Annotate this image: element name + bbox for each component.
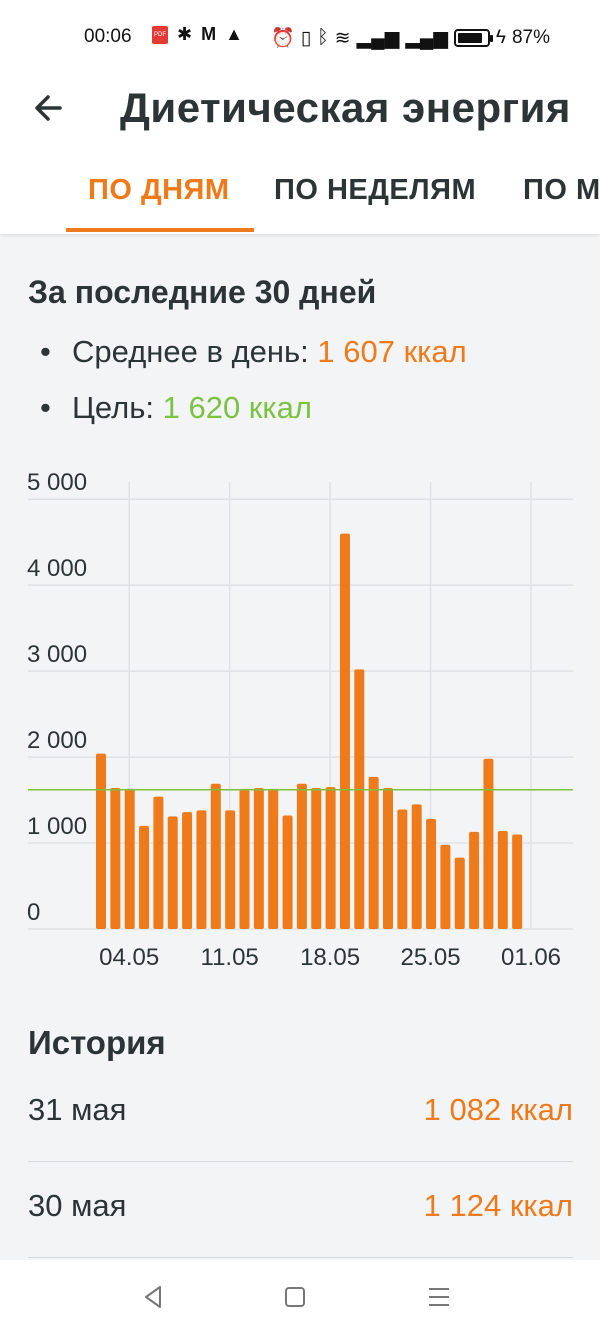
x-tick-label: 11.05 [201, 944, 259, 971]
goal-value: 1 620 ккал [162, 390, 312, 425]
y-tick-label: 4 000 [27, 555, 87, 582]
x-tick-label: 04.05 [99, 944, 159, 971]
history-value: 1 124 ккал [423, 1188, 573, 1223]
bar [454, 857, 465, 929]
y-tick-label: 1 000 [27, 813, 87, 840]
pdf-icon: PDF [152, 25, 168, 44]
tab-by-days[interactable]: ПО ДНЯМ [88, 174, 230, 206]
bar [368, 776, 379, 929]
bar [196, 810, 207, 929]
y-tick-label: 5 000 [27, 470, 87, 496]
daily-energy-chart: 0 1 000 2 000 3 000 4 000 5 000 04.05 11.05 18.0… [27, 470, 573, 971]
vibrate-icon: ▯ [300, 27, 312, 49]
signal-roaming-icon: ▂▄▆ [405, 27, 448, 49]
bar [139, 825, 150, 929]
bar [311, 788, 322, 929]
bullet: • [40, 334, 51, 369]
history-value: 1 082 ккал [423, 1092, 573, 1127]
history-title: История [28, 1024, 166, 1061]
bar [483, 758, 494, 929]
history-date: 31 мая [28, 1092, 127, 1127]
app-bar: Диетическая энергия ПО ДНЯМ ПО НЕДЕЛЯМ П… [0, 76, 600, 234]
bar [325, 787, 336, 929]
tab-by-months[interactable]: ПО МЕСЯЦАМ [523, 174, 600, 206]
bullet: • [40, 390, 51, 425]
active-tab-indicator [66, 228, 254, 232]
bar [397, 809, 408, 929]
history-date: 30 мая [28, 1188, 127, 1223]
wifi-icon: ≋ [334, 27, 351, 49]
tab-by-weeks[interactable]: ПО НЕДЕЛЯМ [274, 174, 477, 206]
history-row[interactable]: 31 мая 1 082 ккал [28, 1066, 573, 1162]
summary-goal: • Цель: 1 620 ккал [40, 390, 312, 426]
bar [426, 818, 437, 929]
x-tick-label: 01.06 [501, 944, 561, 971]
bar [354, 669, 365, 929]
bar [497, 831, 508, 929]
signal-icon: ▂▄▆ [356, 27, 400, 49]
warning-icon: ▲ [225, 24, 243, 44]
bar [282, 815, 293, 929]
bar [339, 533, 350, 929]
status-bar: 00:06 PDF ✱ M ▲ ⏰ ▯ ᛒ ≋ ▂▄▆ ▂▄▆ ϟ 87% [0, 0, 600, 76]
charging-icon: ϟ [495, 27, 506, 48]
bar [469, 831, 480, 929]
average-label: Среднее в день: [72, 334, 318, 369]
bar [296, 783, 307, 929]
status-time: 00:06 [84, 26, 132, 47]
bar [268, 788, 279, 929]
bluetooth-icon: ᛒ [317, 27, 329, 48]
home-square-icon[interactable] [280, 1282, 310, 1312]
bar [440, 844, 451, 929]
bar [411, 804, 422, 929]
bar [239, 788, 250, 929]
x-tick-label: 18.05 [300, 944, 360, 971]
status-icons: PDF ✱ M ▲ [152, 24, 243, 45]
bar [253, 788, 264, 929]
menu-lines-icon[interactable] [424, 1282, 454, 1312]
bar [225, 810, 236, 929]
bar [153, 796, 164, 929]
history-row[interactable]: 30 мая 1 124 ккал [28, 1162, 573, 1258]
y-tick-label: 0 [27, 899, 40, 926]
alarm-icon: ⏰ [271, 28, 295, 49]
y-tick-label: 3 000 [27, 641, 87, 668]
x-tick-label: 25.05 [401, 944, 461, 971]
y-tick-label: 2 000 [27, 727, 87, 754]
period-tabs: ПО ДНЯМ ПО НЕДЕЛЯМ ПО МЕСЯЦАМ [0, 168, 600, 234]
average-value: 1 607 ккал [317, 334, 467, 369]
status-right: ⏰ ▯ ᛒ ≋ ▂▄▆ ▂▄▆ ϟ 87% [271, 26, 550, 50]
summary-title: За последние 30 дней [28, 274, 377, 310]
bar [110, 788, 121, 929]
bar [182, 812, 193, 929]
page-title: Диетическая энергия [120, 84, 571, 131]
bar [512, 834, 523, 929]
bar [383, 788, 393, 929]
puzzle-icon: ✱ [177, 24, 193, 44]
back-arrow-icon[interactable] [26, 86, 70, 130]
goal-label: Цель: [72, 390, 163, 425]
battery-fill [457, 33, 483, 43]
summary-average: • Среднее в день: 1 607 ккал [40, 334, 467, 370]
battery-icon [453, 29, 493, 47]
back-triangle-icon[interactable] [138, 1282, 168, 1312]
system-nav-bar [0, 1260, 600, 1332]
battery-percent: 87% [511, 27, 550, 48]
bar [96, 753, 106, 929]
bar [167, 816, 178, 929]
bar [124, 788, 135, 929]
bar [210, 783, 221, 929]
mcdonalds-icon: M [201, 24, 217, 44]
